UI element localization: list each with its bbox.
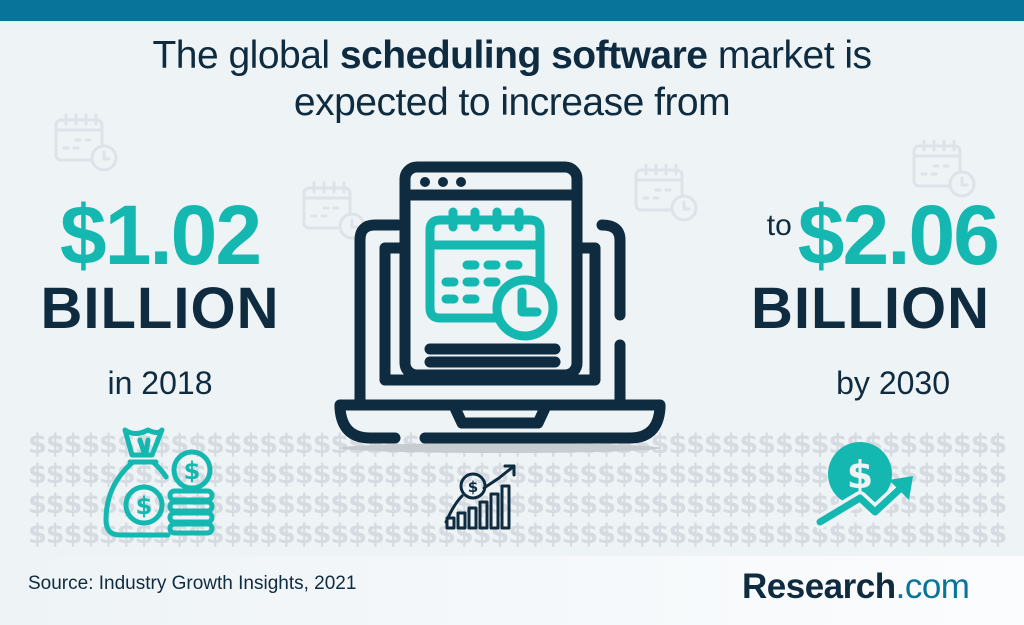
svg-text:$: $ (136, 492, 153, 520)
dollar-growth-bar-chart-icon: $ (444, 464, 516, 530)
footer (0, 556, 1024, 625)
stat-unit: BILLION (40, 276, 280, 341)
calendar-clock-icon (634, 163, 698, 222)
brand-name: Research (742, 567, 896, 606)
stat-amount: $1.02 (59, 188, 262, 282)
coin-trend-up-icon: $ (815, 442, 913, 529)
calendar-clock-icon (54, 113, 118, 172)
stat-amount: $2.06 (797, 188, 1000, 282)
source-citation: Source: Industry Growth Insights, 2021 (28, 573, 357, 594)
stat-2030: to $2.06 BILLION by 2030 (700, 193, 1020, 403)
stat-year: in 2018 (107, 365, 213, 401)
svg-text:$: $ (468, 478, 478, 496)
headline-text: The global (152, 34, 340, 77)
svg-text:$: $ (847, 453, 873, 497)
laptop-calendar-clock-icon (334, 161, 666, 453)
brand-tld: .com (895, 567, 970, 606)
stat-2018: $1.02 BILLION in 2018 (20, 193, 300, 403)
stat-year: by 2030 (836, 365, 950, 401)
headline: The global scheduling software market is… (0, 32, 1024, 126)
calendar-clock-icon (912, 139, 976, 198)
headline-line-2: expected to increase from (293, 81, 731, 124)
svg-text:$: $ (184, 457, 201, 485)
money-bag-coins-icon: $ $ (103, 427, 215, 538)
stat-prefix: to (766, 209, 792, 242)
stat-unit: BILLION (751, 276, 990, 341)
headline-line-1: The global scheduling software market is (0, 32, 1024, 79)
headline-emphasis: scheduling software (339, 34, 708, 77)
headline-text: market is (707, 34, 872, 77)
brand-logo: Research.com (742, 567, 970, 606)
top-bar (0, 0, 1024, 21)
